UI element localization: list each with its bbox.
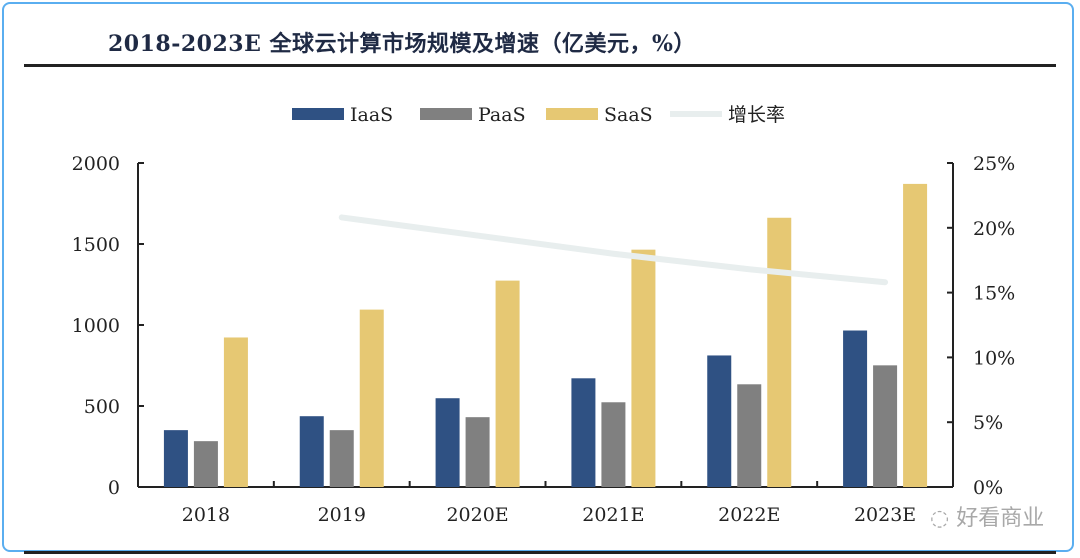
- bar-saas: [223, 337, 248, 487]
- right-tick-label: 5%: [973, 412, 1003, 434]
- left-tick-label: 500: [84, 396, 120, 418]
- bar-paas: [465, 417, 490, 487]
- growth-rate-line: [338, 214, 889, 286]
- watermark: ◌ 好看商业: [930, 506, 1045, 531]
- wechat-icon: ◌: [930, 506, 957, 531]
- bar-saas: [359, 309, 384, 487]
- bar-iaas: [299, 416, 324, 487]
- bottom-divider: [24, 551, 1056, 554]
- x-tick-label: 2019: [318, 504, 366, 526]
- title-divider: [24, 64, 1056, 67]
- left-tick-label: 1500: [72, 234, 120, 256]
- x-tick-label: 2023E: [854, 504, 916, 526]
- bar-iaas: [707, 355, 732, 487]
- bar-saas: [631, 249, 656, 487]
- bar-paas: [737, 384, 762, 487]
- left-tick-label: 2000: [72, 153, 120, 175]
- x-tick-label: 2018: [182, 504, 230, 526]
- right-tick-label: 20%: [973, 218, 1015, 240]
- right-tick-label: 0%: [973, 477, 1003, 499]
- legend-swatch-2: [546, 108, 598, 120]
- left-tick-label: 0: [108, 477, 120, 499]
- bar-saas: [495, 280, 520, 487]
- bar-paas: [601, 402, 626, 487]
- bar-paas: [193, 441, 218, 487]
- bar-saas: [767, 217, 792, 488]
- bar-iaas: [435, 398, 460, 487]
- bar-iaas: [571, 378, 596, 487]
- bar-iaas: [843, 330, 868, 487]
- legend-label: SaaS: [604, 104, 653, 126]
- left-tick-label: 1000: [72, 315, 120, 337]
- bar-saas: [903, 183, 928, 487]
- x-tick-label: 2022E: [718, 504, 780, 526]
- right-tick-label: 25%: [973, 153, 1015, 175]
- x-tick-label: 2020E: [446, 504, 508, 526]
- right-tick-label: 10%: [973, 347, 1015, 369]
- bar-iaas: [163, 430, 188, 487]
- right-tick-label: 15%: [973, 283, 1015, 305]
- legend-label: 增长率: [728, 104, 785, 126]
- chart-title: 2018-2023E 全球云计算市场规模及增速（亿美元，%）: [108, 31, 696, 57]
- legend-swatch-1: [420, 108, 472, 120]
- legend-swatch-0: [292, 108, 344, 120]
- bar-paas: [329, 430, 354, 487]
- x-tick-label: 2021E: [582, 504, 644, 526]
- legend-label: IaaS: [350, 104, 393, 126]
- legend-label: PaaS: [478, 104, 526, 126]
- bar-paas: [873, 365, 898, 487]
